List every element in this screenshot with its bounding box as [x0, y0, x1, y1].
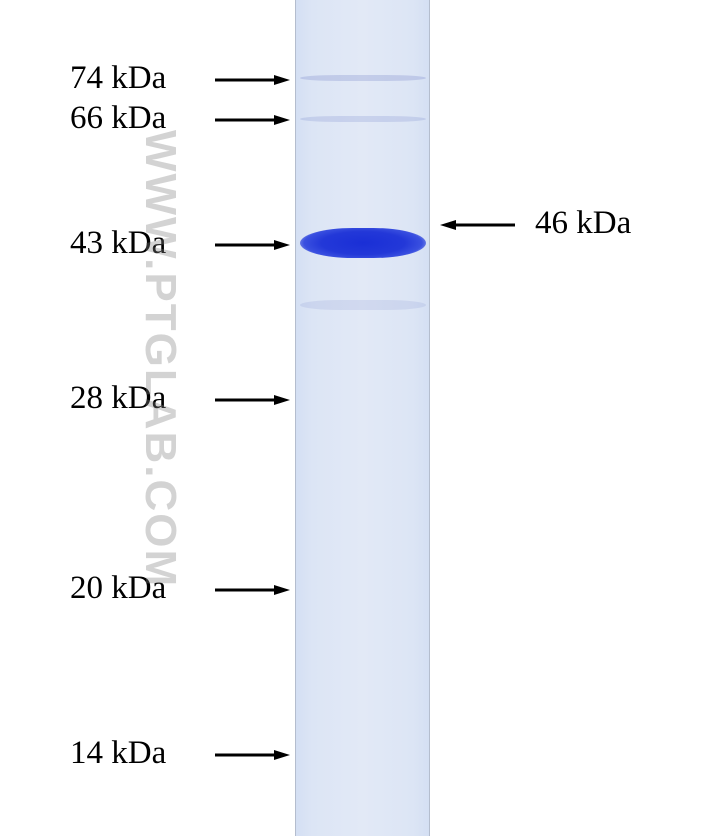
marker-label-text: 20 kDa: [70, 570, 166, 606]
marker-label: 14 kDa: [70, 735, 166, 772]
marker-label: 43 kDa: [70, 225, 166, 262]
marker-label-text: 14 kDa: [70, 735, 166, 771]
marker-label-text: 66 kDa: [70, 100, 166, 136]
watermark: WWW.PTGLAB.COM: [135, 130, 185, 588]
result-label: 46 kDa: [535, 205, 631, 242]
faint-band: [300, 116, 426, 122]
faint-band: [300, 300, 426, 310]
marker-label-text: 43 kDa: [70, 225, 166, 261]
marker-label: 28 kDa: [70, 380, 166, 417]
result-label-text: 46 kDa: [535, 205, 631, 241]
marker-label: 20 kDa: [70, 570, 166, 607]
marker-label: 66 kDa: [70, 100, 166, 137]
gel-lane: [295, 0, 430, 836]
faint-band: [300, 75, 426, 81]
marker-label-text: 28 kDa: [70, 380, 166, 416]
protein-band-main: [300, 228, 426, 258]
marker-label: 74 kDa: [70, 60, 166, 97]
watermark-text: WWW.PTGLAB.COM: [136, 130, 185, 588]
marker-label-text: 74 kDa: [70, 60, 166, 96]
